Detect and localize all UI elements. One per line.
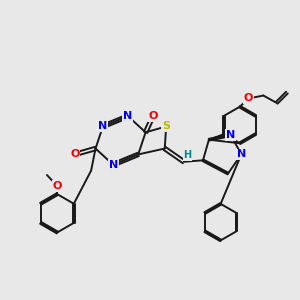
Text: H: H	[183, 150, 191, 160]
Text: N: N	[237, 149, 246, 159]
Text: S: S	[162, 122, 170, 131]
Text: N: N	[109, 160, 118, 170]
Text: O: O	[148, 111, 158, 121]
Text: N: N	[98, 122, 107, 131]
Text: N: N	[226, 130, 236, 140]
Text: O: O	[244, 94, 253, 103]
Text: N: N	[123, 111, 133, 121]
Text: O: O	[70, 149, 80, 159]
Text: O: O	[52, 181, 62, 191]
